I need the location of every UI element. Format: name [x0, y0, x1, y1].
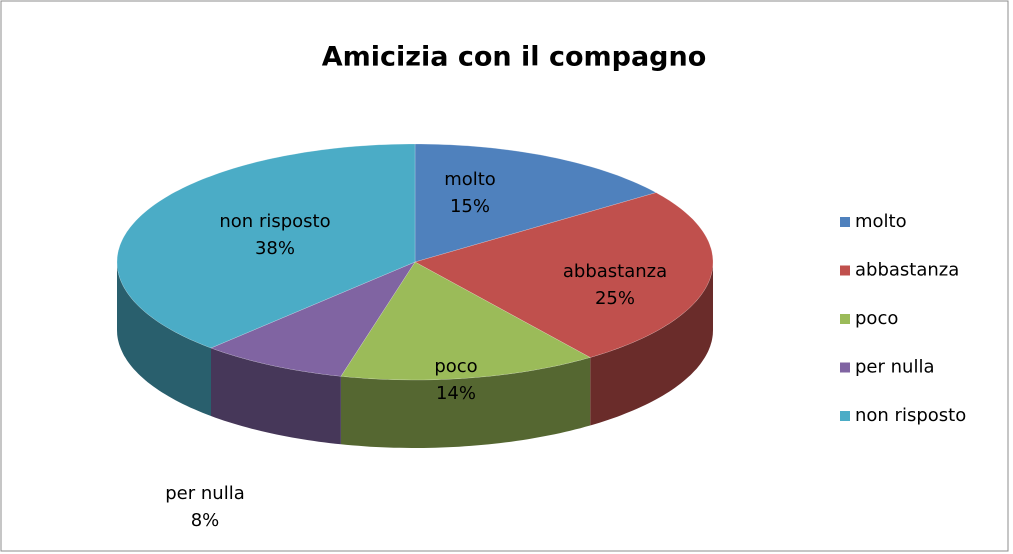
data-label-value: 25%: [595, 288, 635, 309]
slice-side: [340, 357, 591, 448]
slice-side: [117, 262, 211, 416]
data-label-value: 8%: [191, 510, 220, 531]
data-label: non risposto 38%: [219, 211, 330, 259]
legend-label: molto: [855, 211, 907, 232]
legend-label: poco: [855, 308, 898, 329]
data-label: poco 14%: [434, 356, 477, 404]
legend-swatch: [840, 265, 850, 276]
data-label: abbastanza 25%: [563, 261, 667, 309]
data-label-category: poco: [434, 356, 477, 377]
slice: [414, 192, 714, 358]
legend-swatch: [840, 362, 850, 373]
chart-title: Amicizia con il compagno: [322, 42, 707, 73]
slice: [414, 143, 657, 263]
data-label: molto 15%: [444, 169, 496, 217]
slice: [340, 261, 591, 381]
legend-label: per nulla: [855, 357, 934, 378]
legend-swatch: [840, 314, 850, 324]
slice-side: [590, 262, 713, 426]
data-label-value: 15%: [450, 196, 490, 217]
legend-label: non risposto: [855, 405, 966, 426]
legend-label: abbastanza: [855, 260, 959, 281]
data-label-category: abbastanza: [563, 261, 667, 282]
data-label-category: per nulla: [165, 483, 244, 504]
data-label-value: 14%: [436, 383, 476, 404]
legend-swatch: [840, 411, 850, 421]
slice: [116, 143, 416, 349]
slice: [210, 261, 416, 377]
data-label-value: 38%: [255, 238, 295, 259]
data-label-category: non risposto: [219, 211, 330, 232]
legend-swatch: [840, 217, 850, 227]
slice-side: [211, 348, 341, 445]
data-label-category: molto: [444, 169, 496, 190]
data-label: per nulla 8%: [165, 483, 244, 531]
